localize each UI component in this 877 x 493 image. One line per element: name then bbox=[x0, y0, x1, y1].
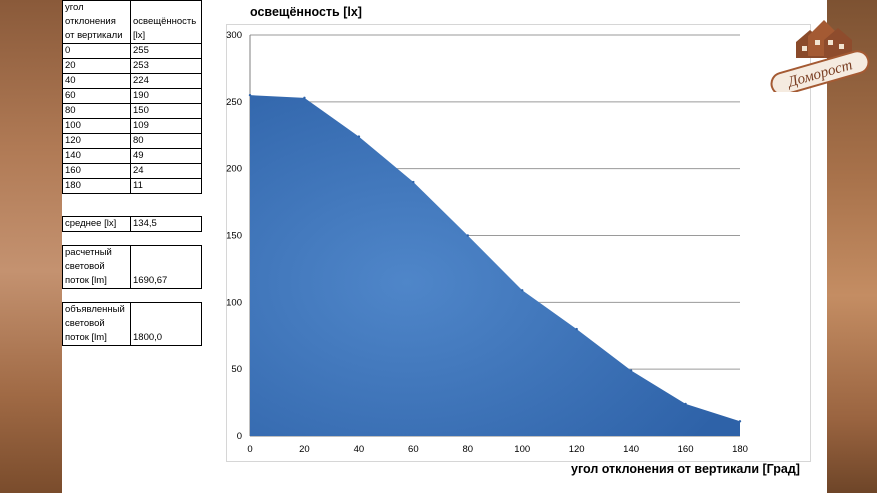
y-tick-label: 50 bbox=[231, 364, 242, 375]
table-row: 40 224 bbox=[62, 73, 202, 89]
y-tick-label: 100 bbox=[226, 297, 242, 308]
table-header-row: угол отклонения от вертикали освещённост… bbox=[62, 0, 202, 44]
domorost-logo: Доморост bbox=[770, 20, 870, 92]
y-tick-label: 0 bbox=[237, 431, 242, 442]
table-row: 140 49 bbox=[62, 148, 202, 164]
x-tick-label: 140 bbox=[623, 444, 639, 455]
area-series bbox=[250, 95, 740, 437]
declared-flux-table: объявленный световой поток [lm] 1800,0 bbox=[62, 302, 202, 346]
x-tick-label: 20 bbox=[299, 444, 310, 455]
x-tick-label: 100 bbox=[514, 444, 530, 455]
data-table: угол отклонения от вертикали освещённост… bbox=[62, 0, 202, 194]
data-point bbox=[738, 420, 742, 423]
table-row: 100 109 bbox=[62, 118, 202, 134]
data-point bbox=[248, 93, 252, 97]
x-axis-title: угол отклонения от вертикали [Град] bbox=[571, 462, 800, 476]
header-lux[interactable]: освещённость [lx] bbox=[130, 0, 202, 44]
table-row: 60 190 bbox=[62, 88, 202, 104]
data-point bbox=[575, 327, 578, 331]
x-tick-label: 60 bbox=[408, 444, 419, 455]
x-tick-label: 0 bbox=[247, 444, 252, 455]
declared-flux-label[interactable]: объявленный световой поток [lm] bbox=[62, 302, 131, 346]
y-tick-label: 300 bbox=[226, 30, 242, 41]
data-point bbox=[684, 402, 687, 406]
x-tick-label: 120 bbox=[569, 444, 585, 455]
background-right bbox=[827, 0, 877, 493]
x-tick-label: 40 bbox=[354, 444, 365, 455]
y-tick-label: 250 bbox=[226, 97, 242, 108]
x-tick-label: 160 bbox=[678, 444, 694, 455]
data-point bbox=[466, 234, 469, 237]
y-tick-label: 150 bbox=[226, 231, 242, 242]
data-point bbox=[357, 135, 361, 138]
declared-flux-value[interactable]: 1800,0 bbox=[130, 302, 202, 346]
average-value[interactable]: 134,5 bbox=[130, 216, 202, 232]
average-table: среднее [lx] 134,5 bbox=[62, 216, 202, 232]
calc-flux-value[interactable]: 1690,67 bbox=[130, 245, 202, 289]
background-left bbox=[0, 0, 62, 493]
cell-angle[interactable]: 180 bbox=[62, 178, 131, 194]
calc-flux-table: расчетный световой поток [lm] 1690,67 bbox=[62, 245, 202, 289]
data-point bbox=[303, 96, 306, 100]
data-point bbox=[629, 369, 633, 372]
average-label[interactable]: среднее [lx] bbox=[62, 216, 131, 232]
data-point bbox=[412, 180, 415, 184]
x-tick-label: 80 bbox=[462, 444, 473, 455]
calc-flux-label[interactable]: расчетный световой поток [lm] bbox=[62, 245, 131, 289]
table-row: 0 255 bbox=[62, 43, 202, 59]
chart-title: освещённость [lx] bbox=[250, 5, 362, 19]
cell-lux[interactable]: 11 bbox=[130, 178, 202, 194]
x-tick-label: 180 bbox=[732, 444, 748, 455]
y-tick-label: 200 bbox=[226, 164, 242, 175]
table-row: 180 11 bbox=[62, 178, 202, 194]
data-point bbox=[521, 289, 524, 292]
